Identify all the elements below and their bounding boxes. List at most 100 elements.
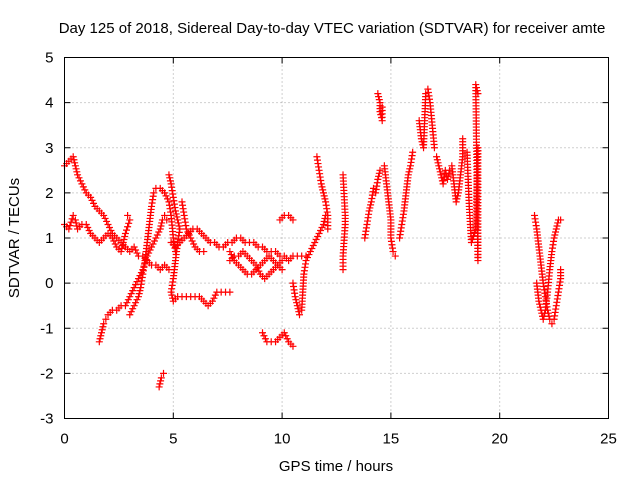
data-point xyxy=(129,305,137,313)
data-point xyxy=(319,189,327,197)
data-point xyxy=(171,207,179,215)
data-point xyxy=(253,264,261,272)
data-point xyxy=(378,103,386,111)
x-tick-label: 15 xyxy=(383,431,400,448)
data-point xyxy=(318,183,326,191)
data-point xyxy=(160,369,168,377)
data-point xyxy=(314,232,322,240)
data-point xyxy=(88,196,96,204)
data-point xyxy=(157,222,165,230)
data-point xyxy=(188,237,196,245)
data-point xyxy=(436,168,444,176)
data-point xyxy=(296,311,304,319)
data-point xyxy=(557,216,565,224)
data-point xyxy=(200,248,208,256)
y-tick-label: -3 xyxy=(40,411,53,428)
data-point xyxy=(126,293,134,301)
data-point xyxy=(187,234,195,242)
data-point xyxy=(292,296,300,304)
data-point xyxy=(226,288,234,296)
y-tick-label: 1 xyxy=(45,230,53,247)
data-point xyxy=(70,156,78,164)
y-tick-label: 0 xyxy=(45,275,53,292)
data-point xyxy=(130,302,138,310)
plot-frame xyxy=(64,57,609,419)
y-tick-label: -1 xyxy=(40,320,53,337)
data-point xyxy=(117,248,125,256)
data-point xyxy=(157,377,165,385)
data-point xyxy=(311,239,319,247)
data-point xyxy=(127,308,135,316)
data-point xyxy=(133,249,141,257)
data-point xyxy=(132,246,140,254)
data-point xyxy=(283,335,291,343)
data-point xyxy=(155,228,163,236)
data-point xyxy=(132,299,140,307)
data-point xyxy=(78,180,86,188)
x-tick-label: 5 xyxy=(169,431,177,448)
data-point xyxy=(153,231,161,239)
data-point xyxy=(124,211,132,219)
data-point xyxy=(541,309,549,317)
data-point xyxy=(443,175,451,183)
data-point xyxy=(226,248,234,256)
data-point xyxy=(280,329,288,337)
data-point xyxy=(435,165,443,173)
data-point xyxy=(167,288,175,296)
data-point xyxy=(366,204,374,212)
data-point xyxy=(434,159,442,167)
data-point xyxy=(135,290,143,298)
data-point xyxy=(445,169,453,177)
data-point xyxy=(124,223,132,231)
data-point xyxy=(150,189,158,197)
data-point xyxy=(552,225,560,233)
data-point xyxy=(69,153,77,161)
data-point xyxy=(211,291,219,299)
data-point xyxy=(459,135,467,143)
data-point xyxy=(73,168,81,176)
data-point xyxy=(305,251,313,259)
data-point xyxy=(126,216,134,224)
y-tick-label: 2 xyxy=(45,185,53,202)
data-point xyxy=(320,192,328,200)
data-point xyxy=(539,315,547,323)
data-point xyxy=(69,211,77,219)
data-point xyxy=(95,338,103,346)
data-point xyxy=(405,168,413,176)
data-point xyxy=(319,186,327,194)
data-point xyxy=(454,192,462,200)
data-point xyxy=(339,266,347,274)
data-point xyxy=(303,254,311,262)
data-point xyxy=(84,223,92,231)
data-point xyxy=(130,243,138,251)
data-point xyxy=(126,311,134,319)
data-point xyxy=(100,320,108,328)
data-point xyxy=(96,335,104,343)
chart-title: Day 125 of 2018, Sidereal Day-to-day VTE… xyxy=(59,20,606,37)
data-point xyxy=(324,225,332,233)
data-point xyxy=(190,240,198,248)
data-point xyxy=(293,299,301,307)
data-point xyxy=(255,267,263,275)
data-point xyxy=(409,148,417,156)
grid xyxy=(64,57,609,419)
data-point xyxy=(376,166,384,174)
data-point xyxy=(185,231,193,239)
data-point xyxy=(148,243,156,251)
y-axis-label: SDTVAR / TECUs xyxy=(6,178,23,298)
data-point xyxy=(150,237,158,245)
data-point xyxy=(557,266,565,274)
data-point xyxy=(90,199,98,207)
data-point xyxy=(182,225,190,233)
data-point xyxy=(309,242,317,250)
data-point xyxy=(210,294,218,302)
data-point xyxy=(166,174,174,182)
data-point xyxy=(320,217,328,225)
data-point xyxy=(282,332,290,340)
data-point xyxy=(551,231,559,239)
data-point xyxy=(474,90,482,98)
data-point xyxy=(162,192,170,200)
data-point xyxy=(406,165,414,173)
x-tick-label: 10 xyxy=(274,431,291,448)
data-point xyxy=(278,257,286,265)
